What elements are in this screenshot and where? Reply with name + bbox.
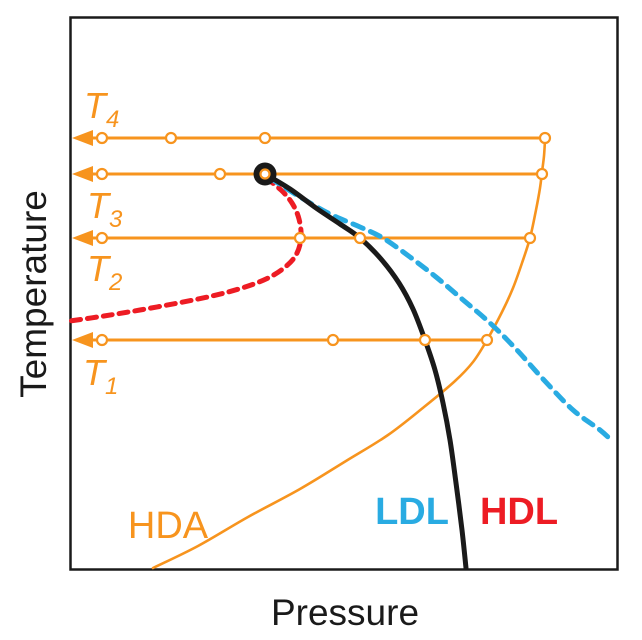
- isotherm-T3-marker-2: [213, 167, 227, 181]
- isotherm-T4: [72, 130, 545, 146]
- isotherm-T4-marker-4: [538, 131, 552, 145]
- t4-symbol: T: [84, 85, 109, 126]
- isotherm-markers-layer: [95, 131, 552, 347]
- isotherm-T1-marker-3: [418, 333, 432, 347]
- isotherm-T3-arrowhead-icon: [72, 166, 93, 182]
- isotherm-T4-marker-3: [258, 131, 272, 145]
- hda-region-label: HDA: [128, 505, 209, 547]
- t1-symbol: T: [83, 352, 108, 393]
- t1-subscript: 1: [105, 373, 118, 400]
- isotherm-T1-marker-2: [326, 333, 340, 347]
- isotherm-layer: [72, 130, 545, 348]
- ldl-spinodal-curve: [267, 175, 616, 445]
- isotherm-T3-marker-3: [535, 167, 549, 181]
- y-axis-label: Temperature: [13, 190, 54, 398]
- t3-label: T3: [87, 185, 123, 233]
- t4-subscript: 4: [106, 106, 119, 133]
- t3-subscript: 3: [109, 206, 123, 233]
- isotherm-T4-arrowhead-icon: [72, 130, 93, 146]
- hdl-spinodal-curve: [67, 175, 304, 324]
- t1-label: T1: [83, 352, 118, 400]
- t2-symbol: T: [87, 248, 112, 289]
- t3-symbol: T: [87, 185, 112, 226]
- hdl-region-label: HDL: [480, 491, 558, 533]
- isotherm-T2-marker-2: [293, 231, 307, 245]
- isotherm-T2: [72, 230, 530, 246]
- isotherm-T1-arrowhead-icon: [72, 332, 93, 348]
- ldl-region-label: LDL: [375, 491, 449, 533]
- plot-frame: [69, 16, 619, 571]
- t2-label: T2: [87, 248, 122, 296]
- isotherm-T2-marker-3: [353, 231, 367, 245]
- critical-point: [259, 168, 271, 180]
- isotherm-T1-marker-1: [95, 333, 109, 347]
- isotherm-T1-marker-4: [480, 333, 494, 347]
- isotherm-T3: [72, 166, 542, 182]
- x-axis-label: Pressure: [271, 592, 419, 633]
- t4-label: T4: [84, 85, 119, 133]
- isotherm-T2-marker-4: [523, 231, 537, 245]
- isotherm-T3-marker-1: [95, 167, 109, 181]
- isotherm-T4-marker-1: [95, 131, 109, 145]
- critical-point-layer: [253, 162, 277, 186]
- isotherm-T2-marker-1: [95, 231, 109, 245]
- isotherm-T4-marker-2: [164, 131, 178, 145]
- t2-subscript: 2: [108, 269, 122, 296]
- isotherm-T2-arrowhead-icon: [72, 230, 93, 246]
- llt-line: [262, 171, 469, 571]
